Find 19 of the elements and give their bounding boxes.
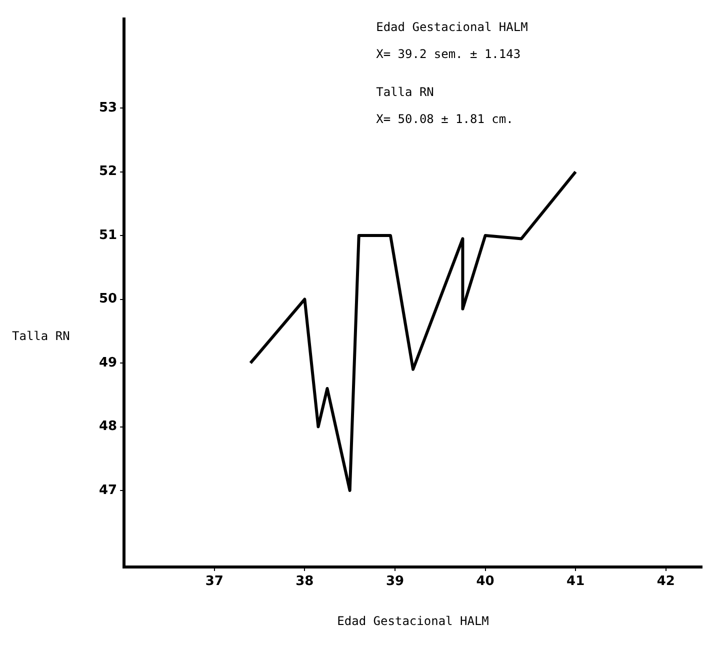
y-tick-label: 53 xyxy=(98,100,118,116)
y-tick-label: 48 xyxy=(98,419,118,434)
annotation: X= 50.08 ± 1.81 cm. xyxy=(376,112,514,126)
y-tick-label: 52 xyxy=(98,164,118,180)
y-tick-label: 49 xyxy=(98,355,118,370)
x-tick-label: 37 xyxy=(205,574,224,590)
y-axis-title: Talla RN xyxy=(12,328,70,343)
y-tick-label: 47 xyxy=(98,482,118,498)
annotation: Talla RN xyxy=(376,85,434,100)
y-tick-label: 50 xyxy=(98,292,118,307)
x-axis-title: Edad Gestacional HALM xyxy=(337,614,489,628)
y-tick-label: 51 xyxy=(98,228,118,243)
annotation: Edad Gestacional HALM xyxy=(376,20,528,34)
annotation: X= 39.2 sem. ± 1.143 xyxy=(376,47,521,62)
x-tick-label: 40 xyxy=(476,574,494,590)
x-tick-label: 41 xyxy=(566,574,585,590)
x-tick-label: 42 xyxy=(656,574,675,590)
x-tick-label: 39 xyxy=(386,574,404,590)
x-tick-label: 38 xyxy=(296,574,314,590)
